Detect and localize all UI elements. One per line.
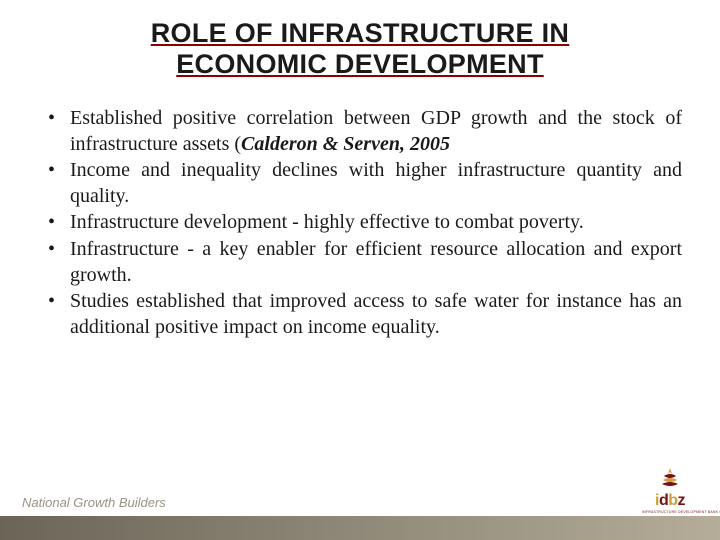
brand-logo: idbz INFRASTRUCTURE DEVELOPMENT BANK OF …: [642, 466, 698, 510]
list-item: Infrastructure development - highly effe…: [44, 210, 682, 236]
bullet-text: Infrastructure - a key enabler for effic…: [70, 238, 682, 286]
title-line-1: ROLE OF INFRASTRUCTURE IN: [38, 18, 682, 49]
logo-text: idbz: [642, 492, 698, 510]
footer-bar: [0, 516, 720, 540]
citation: Calderon & Serven, 2005: [241, 133, 450, 155]
bullet-list: Established positive correlation between…: [38, 106, 682, 340]
bullet-text: Infrastructure development - highly effe…: [70, 211, 584, 233]
bullet-text: Studies established that improved access…: [70, 290, 682, 338]
logo-icon: [658, 466, 682, 490]
list-item: Infrastructure - a key enabler for effic…: [44, 237, 682, 288]
bullet-text: Income and inequality declines with high…: [70, 159, 682, 207]
footer-tagline: National Growth Builders: [22, 495, 166, 510]
logo-subtext: INFRASTRUCTURE DEVELOPMENT BANK OF ZIMBA…: [642, 510, 698, 514]
title-line-2: ECONOMIC DEVELOPMENT: [38, 49, 682, 80]
list-item: Studies established that improved access…: [44, 289, 682, 340]
slide: ROLE OF INFRASTRUCTURE IN ECONOMIC DEVEL…: [0, 0, 720, 540]
slide-footer: National Growth Builders idbz INFRASTRUC…: [0, 470, 720, 540]
slide-title: ROLE OF INFRASTRUCTURE IN ECONOMIC DEVEL…: [38, 18, 682, 80]
list-item: Established positive correlation between…: [44, 106, 682, 157]
list-item: Income and inequality declines with high…: [44, 158, 682, 209]
